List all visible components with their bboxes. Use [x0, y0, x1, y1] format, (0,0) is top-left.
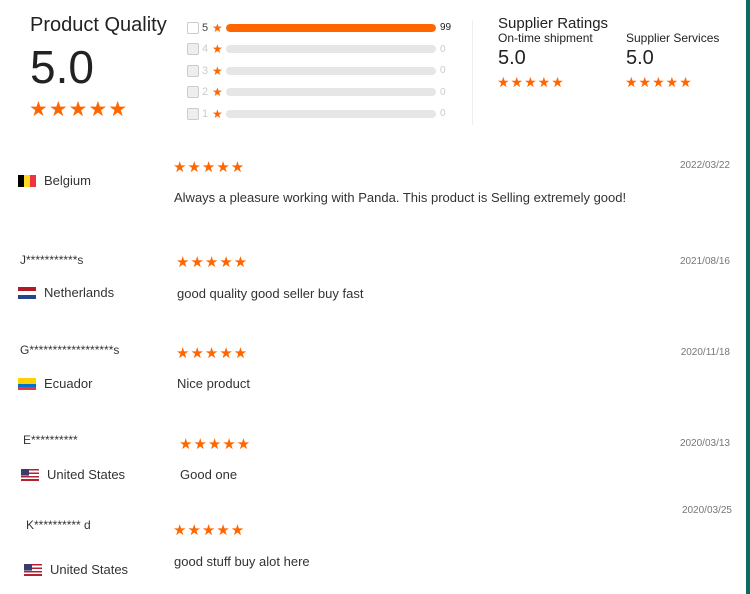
filter-checkbox[interactable]: [187, 86, 199, 99]
country-name: United States: [47, 467, 126, 482]
services-stars: ★★★★★: [625, 74, 693, 90]
filter-checkbox[interactable]: [187, 21, 199, 34]
reviewer-country: Netherlands: [18, 285, 114, 300]
services-label: Supplier Services: [626, 31, 720, 45]
product-quality-stars: ★★★★★: [29, 98, 129, 121]
rating-fill: [226, 23, 436, 32]
country-name: United States: [50, 562, 129, 577]
rating-track: [226, 23, 436, 32]
flag-ec-icon: [18, 377, 36, 390]
review-date: 2020/11/18: [680, 347, 730, 358]
rating-bar-row[interactable]: 2 ★ 0: [187, 82, 452, 104]
rating-bar-row[interactable]: 4 ★ 0: [187, 39, 452, 61]
rating-count: 99: [440, 22, 452, 34]
rating-bar-row[interactable]: 5 ★ 99: [187, 17, 452, 39]
review-text: good quality good seller buy fast: [177, 286, 364, 301]
supplier-ratings-title: Supplier Ratings: [498, 15, 609, 32]
review-stars: ★★★★★: [173, 159, 246, 176]
review-date: 2020/03/13: [679, 438, 730, 449]
flag-nl-icon: [18, 286, 36, 299]
country-name: Ecuador: [44, 376, 93, 391]
rating-bar-row[interactable]: 1 ★ 0: [187, 103, 452, 125]
star-icon: ★: [212, 85, 223, 100]
reviewer-country: Ecuador: [18, 376, 92, 391]
divider: [472, 20, 473, 125]
rating-count: 0: [440, 43, 446, 55]
reviewer-name: E**********: [23, 433, 78, 447]
review-stars: ★★★★★: [179, 436, 252, 453]
review-date: 2020/03/25: [681, 505, 732, 516]
reviewer-name: G******************s: [20, 343, 120, 357]
star-level: 4: [202, 43, 209, 56]
filter-checkbox[interactable]: [187, 64, 199, 77]
review-text: Good one: [180, 467, 238, 482]
rating-breakdown: 5 ★ 99 4 ★ 0 3 ★ 0 2 ★ 0 1 ★ 0: [187, 17, 452, 125]
star-icon: ★: [212, 106, 223, 121]
reviewer-country: United States: [24, 562, 128, 577]
star-level: 2: [202, 86, 209, 99]
star-level: 1: [202, 107, 209, 120]
reviewer-country: United States: [21, 467, 125, 482]
services-score: 5.0: [626, 47, 654, 69]
rating-bar-row[interactable]: 3 ★ 0: [187, 60, 452, 82]
rating-track: [226, 109, 436, 118]
rating-track: [226, 88, 436, 97]
star-level: 3: [202, 64, 209, 77]
rating-count: 0: [440, 86, 446, 98]
flag-us-icon: [24, 563, 42, 576]
review-date: 2022/03/22: [679, 160, 730, 171]
star-icon: ★: [212, 63, 223, 78]
star-icon: ★: [212, 20, 223, 35]
window-edge: [746, 0, 750, 594]
ontime-label: On-time shipment: [498, 31, 593, 45]
review-date: 2021/08/16: [679, 256, 730, 267]
filter-checkbox[interactable]: [187, 43, 199, 56]
flag-us-icon: [21, 468, 39, 481]
rating-track: [226, 45, 436, 54]
rating-count: 0: [440, 65, 446, 77]
star-icon: ★: [212, 42, 223, 57]
review-stars: ★★★★★: [173, 522, 246, 539]
reviewer-country: Belgium: [18, 173, 91, 188]
product-quality-score: 5.0: [30, 41, 94, 93]
filter-checkbox[interactable]: [187, 107, 199, 120]
flag-be-icon: [18, 174, 36, 187]
product-quality-title: Product Quality: [30, 14, 167, 36]
rating-count: 0: [440, 108, 446, 120]
review-text: Nice product: [177, 376, 250, 391]
country-name: Netherlands: [44, 285, 115, 300]
review-stars: ★★★★★: [176, 254, 249, 271]
country-name: Belgium: [44, 173, 91, 188]
rating-track: [226, 66, 436, 75]
ontime-stars: ★★★★★: [497, 74, 565, 90]
review-stars: ★★★★★: [176, 345, 249, 362]
ontime-score: 5.0: [498, 47, 526, 69]
star-level: 5: [202, 21, 209, 34]
reviewer-name: J***********s: [20, 253, 84, 267]
review-text: good stuff buy alot here: [174, 554, 310, 569]
reviewer-name: K********** d: [26, 518, 91, 532]
review-text: Always a pleasure working with Panda. Th…: [174, 190, 627, 205]
